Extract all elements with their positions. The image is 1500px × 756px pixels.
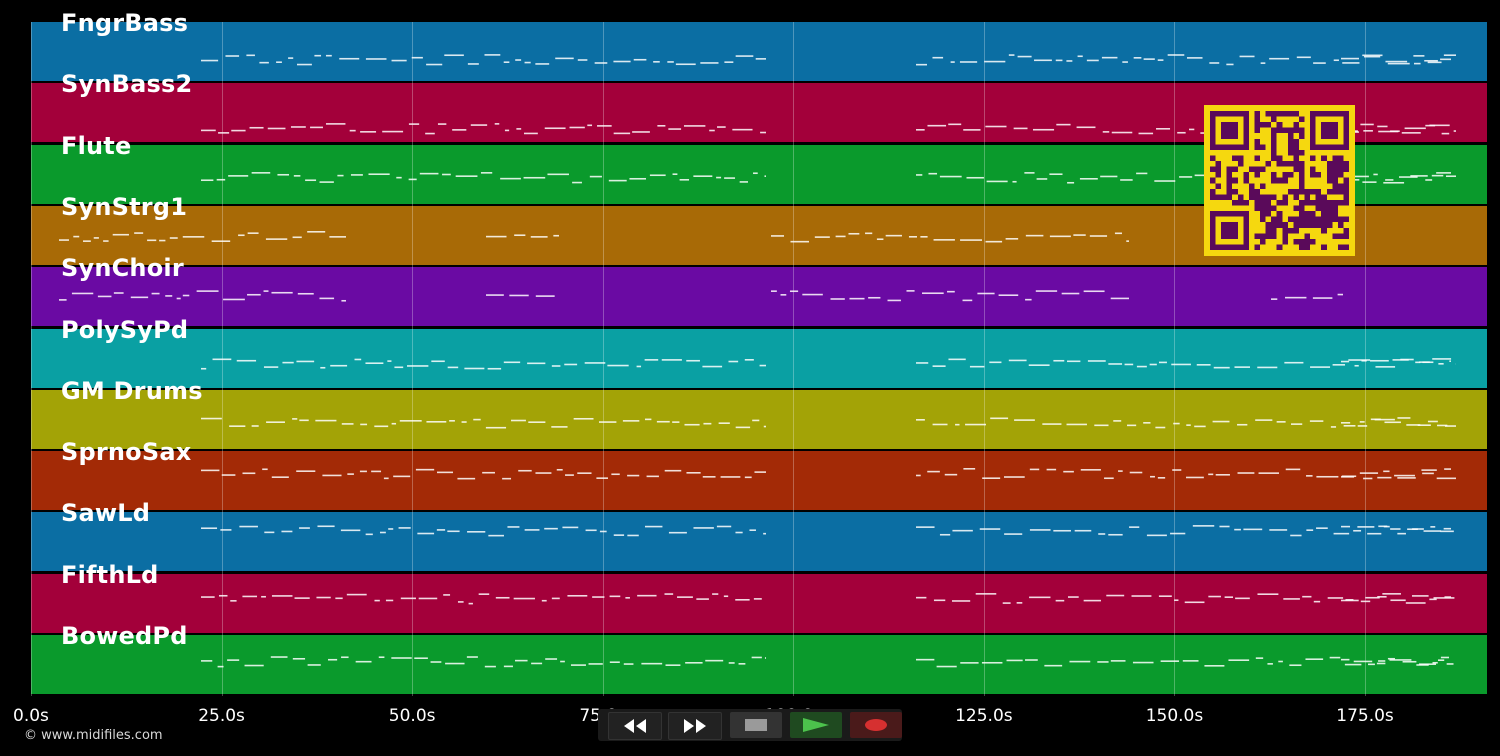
rewind-icon [624,719,646,733]
track-label: BowedPd [61,622,188,650]
grid-line [1365,22,1367,696]
grid-line [31,22,32,696]
track-lane: SprnoSax [31,438,1487,511]
track-label: SawLd [61,499,151,528]
time-tick-label: 175.0s [1336,706,1394,726]
note-marks [201,123,1456,135]
stop-icon [745,719,767,731]
time-tick-label: 50.0s [388,706,436,726]
track-label: PolySyPd [61,315,189,344]
note-marks [201,357,1456,370]
grid-line [602,22,604,696]
record-icon [865,719,887,731]
track-label: SprnoSax [61,438,192,467]
transport-controls [598,709,902,741]
track-lane: PolySyPd [31,316,1487,388]
note-marks [201,54,1456,66]
qr-code-icon [1204,105,1355,256]
play-button[interactable] [790,712,842,738]
rewind-button[interactable] [608,712,662,740]
grid-line [1174,22,1176,696]
time-tick-label: 125.0s [955,706,1013,726]
track-label: Flute [61,131,132,160]
fast-forward-button[interactable] [668,712,722,740]
track-lane: SynChoir [31,254,1487,327]
note-marks [201,525,1454,537]
note-marks [201,416,1456,429]
time-tick-label: 25.0s [198,706,245,726]
track-label: SynStrg1 [61,192,188,221]
note-marks [59,290,1343,302]
time-tick-label: 150.0s [1145,706,1204,726]
copyright-text: © www.midifiles.com [24,728,163,743]
note-marks [201,656,1454,668]
track-lane: GM Drums [31,377,1487,449]
grid-line [221,22,223,696]
play-icon [803,718,829,732]
track-lane: BowedPd [31,622,1487,694]
grid-line [793,22,795,696]
note-marks [201,468,1456,480]
track-lane: FifthLd [31,561,1487,633]
track-label: FngrBass [61,9,189,37]
record-button[interactable] [850,712,902,738]
track-label: SynBass2 [61,70,193,99]
track-lane: SawLd [31,499,1487,572]
grid-line [983,22,985,696]
fast-forward-icon [684,719,706,733]
track-label: GM Drums [61,376,203,405]
track-label: FifthLd [61,560,159,589]
grid-line [412,22,414,696]
stop-button[interactable] [730,712,782,738]
note-marks [201,592,1455,605]
track-label: SynChoir [61,254,184,283]
track-lane: FngrBass [31,9,1487,81]
time-tick-label: 0.0s [13,706,49,726]
